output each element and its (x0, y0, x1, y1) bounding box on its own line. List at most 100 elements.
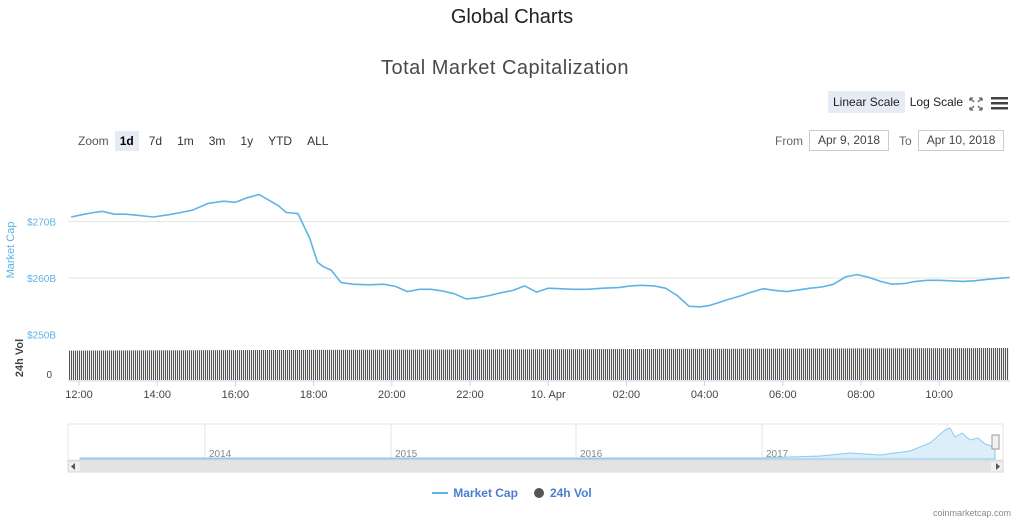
y-axis-title: Market Cap (5, 222, 17, 279)
volume-bar (881, 348, 883, 380)
scroll-left-icon[interactable] (71, 463, 75, 470)
volume-bar (297, 349, 299, 380)
volume-bar (777, 348, 779, 380)
volume-bar (553, 349, 555, 380)
volume-bar (439, 349, 441, 380)
zoom-1y-button[interactable]: 1y (240, 134, 254, 148)
log-scale-button[interactable]: Log Scale (909, 95, 964, 109)
volume-bar (457, 349, 459, 380)
volume-bar (217, 350, 219, 380)
volume-bar (179, 350, 181, 380)
volume-bar (859, 348, 861, 380)
from-date-input[interactable]: Apr 9, 2018 (809, 130, 890, 151)
x-axis: 12:00 14:00 16:00 18:00 20:00 22:00 10. Apr 02:… (65, 380, 1010, 401)
volume-bar (515, 349, 517, 380)
scroll-right-icon[interactable] (996, 463, 1000, 470)
volume-bar (419, 349, 421, 380)
zoom-bar: Zoom 1d 7d 1m 3m 1y YTD ALL (78, 131, 338, 151)
volume-bar (755, 348, 757, 380)
volume-bar (635, 349, 637, 380)
volume-bar (915, 348, 917, 380)
volume-bar (141, 350, 143, 380)
zoom-ytd-button[interactable]: YTD (268, 134, 293, 148)
navigator-year-label: 2017 (766, 449, 789, 460)
volume-bar (649, 348, 651, 380)
volume-bar (367, 349, 369, 380)
zoom-7d-button[interactable]: 7d (148, 134, 163, 148)
legend-item-volume[interactable]: 24h Vol (533, 486, 592, 500)
fullscreen-icon[interactable] (968, 96, 984, 112)
volume-bar (359, 349, 361, 380)
x-tick-label: 02:00 (613, 389, 641, 401)
zoom-1m-button[interactable]: 1m (177, 134, 194, 148)
volume-bar (837, 348, 839, 380)
scrollbar-thumb[interactable] (80, 462, 991, 471)
linear-scale-button[interactable]: Linear Scale (828, 91, 905, 113)
volume-bar (873, 348, 875, 380)
volume-bar (857, 348, 859, 380)
volume-bar (263, 350, 265, 380)
volume-bar (511, 349, 513, 380)
x-tick-label: 12:00 (65, 389, 93, 401)
y-tick-label: $260B (27, 274, 56, 285)
volume-bar (1003, 348, 1005, 380)
zoom-3m-button[interactable]: 3m (208, 134, 226, 148)
volume-bar (449, 349, 451, 380)
hamburger-menu-icon[interactable] (991, 96, 1008, 111)
volume-bar (483, 349, 485, 380)
volume-bar (413, 349, 415, 380)
volume-bar (941, 348, 943, 380)
volume-bar (247, 350, 249, 380)
volume-bar (911, 348, 913, 380)
volume-bar (909, 348, 911, 380)
volume-bar (863, 348, 865, 380)
volume-bar (709, 348, 711, 380)
legend-item-market-cap[interactable]: Market Cap (432, 486, 518, 500)
scale-toggle: Linear Scale Log Scale (828, 91, 968, 113)
volume-bar (799, 348, 801, 380)
volume-bar (207, 350, 209, 380)
volume-bar (535, 349, 537, 380)
volume-bar (683, 348, 685, 380)
zoom-1d-button[interactable]: 1d (114, 131, 139, 151)
volume-bar (699, 348, 701, 380)
volume-bar (825, 348, 827, 380)
volume-bar (333, 349, 335, 380)
volume-bar (195, 350, 197, 380)
volume-bar (775, 348, 777, 380)
volume-bar (155, 350, 157, 380)
volume-bar (763, 348, 765, 380)
volume-bar (325, 349, 327, 380)
volume-bar (89, 350, 91, 380)
volume-bar (309, 349, 311, 380)
volume-bar (459, 349, 461, 380)
volume-bar (461, 349, 463, 380)
to-date-input[interactable]: Apr 10, 2018 (917, 130, 1005, 151)
volume-bar (435, 349, 437, 380)
volume-bar (823, 348, 825, 380)
volume-bar (681, 348, 683, 380)
volume-bar (579, 349, 581, 380)
volume-bar (441, 349, 443, 380)
volume-bar (975, 348, 977, 380)
volume-bar (199, 350, 201, 380)
volume-bar (227, 350, 229, 380)
zoom-all-button[interactable]: ALL (307, 134, 329, 148)
volume-bar (839, 348, 841, 380)
navigator[interactable]: 20142015201620172018 (67, 423, 1004, 473)
volume-bar (731, 348, 733, 380)
volume-bar (317, 349, 319, 380)
volume-bar (493, 349, 495, 380)
y-tick-label: $270B (27, 218, 56, 229)
volume-bar (891, 348, 893, 380)
volume-bar (585, 349, 587, 380)
navigator-handle[interactable] (991, 434, 1000, 450)
volume-bar (745, 348, 747, 380)
volume-bar (501, 349, 503, 380)
volume-bar (197, 350, 199, 380)
x-tick-label: 08:00 (847, 389, 875, 401)
volume-bar (575, 349, 577, 380)
volume-bar (595, 349, 597, 380)
volume-bar (547, 349, 549, 380)
